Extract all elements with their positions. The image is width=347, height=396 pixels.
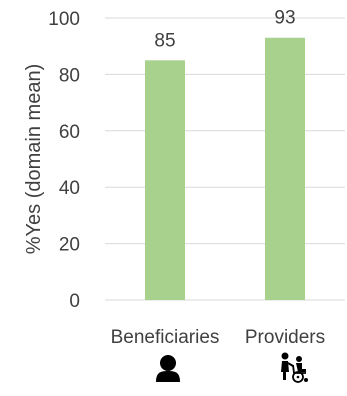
x-tick-label: Providers bbox=[245, 327, 325, 348]
y-tick-label: 20 bbox=[59, 235, 80, 256]
y-tick-label: 80 bbox=[59, 65, 80, 86]
bar-providers bbox=[265, 37, 305, 301]
gridlines bbox=[105, 17, 345, 301]
data-label: 85 bbox=[154, 30, 175, 51]
y-tick-label: 0 bbox=[69, 291, 80, 312]
data-labels: 85 93 bbox=[154, 8, 295, 52]
data-label: 93 bbox=[274, 8, 295, 29]
y-axis-ticks: 0 20 40 60 80 100 bbox=[48, 9, 80, 312]
y-tick-label: 40 bbox=[59, 178, 80, 199]
x-tick-label: Beneficiaries bbox=[111, 327, 220, 348]
y-tick-label: 60 bbox=[59, 122, 80, 143]
y-axis-label: %Yes (domain mean) bbox=[23, 64, 45, 254]
wheelchair-caregiver-icon bbox=[281, 352, 308, 383]
y-tick-label: 100 bbox=[48, 9, 80, 30]
person-icon bbox=[156, 355, 180, 382]
bars bbox=[145, 37, 305, 301]
x-axis-categories: Beneficiaries Providers bbox=[111, 327, 326, 348]
bar-beneficiaries bbox=[145, 60, 185, 300]
